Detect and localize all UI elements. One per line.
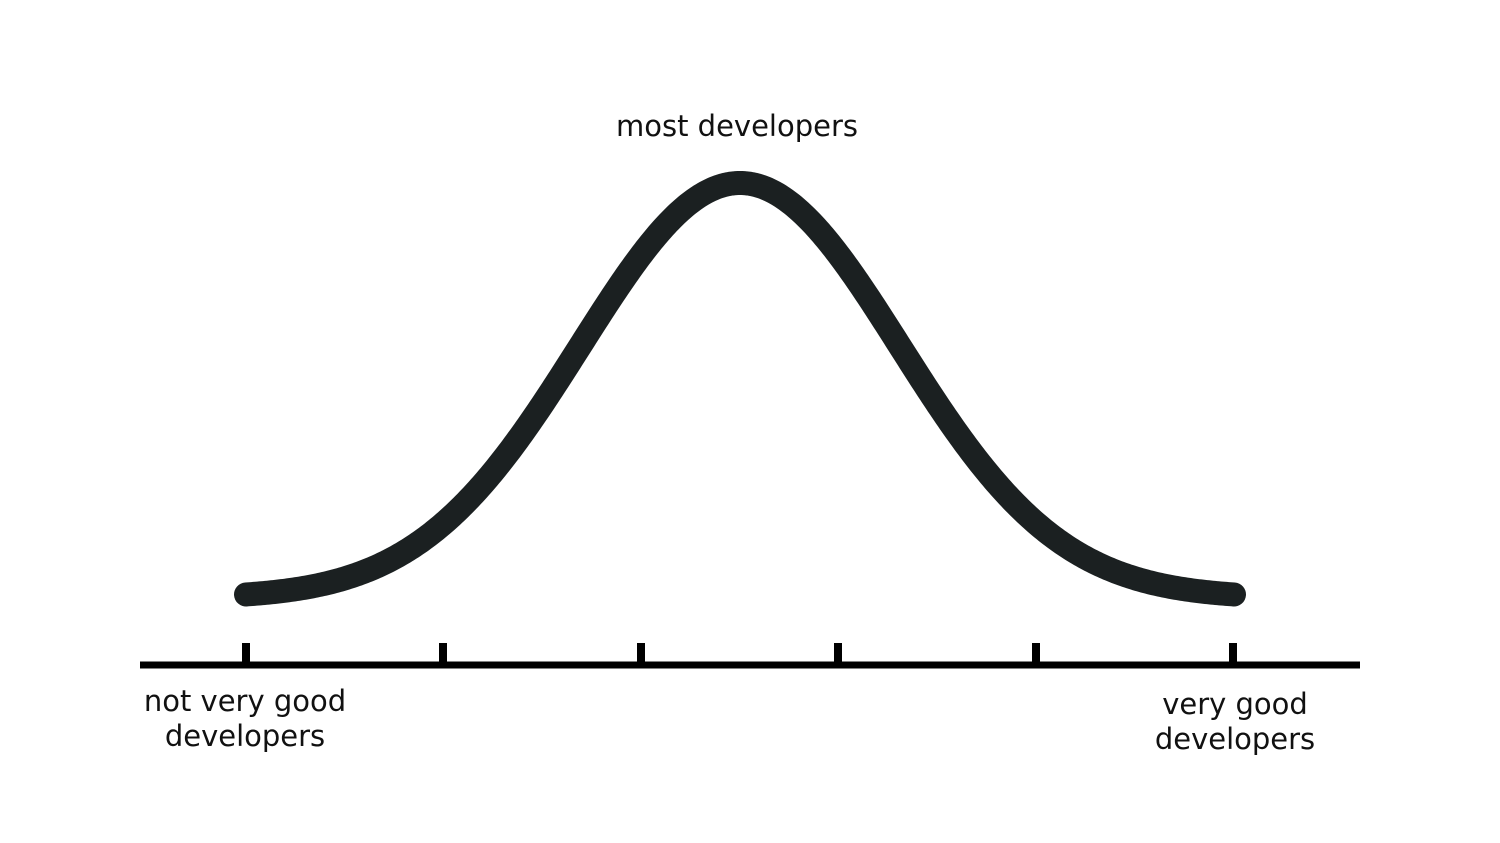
left-label: developers <box>165 719 325 753</box>
right-label: developers <box>1155 722 1315 756</box>
left-label: not very good <box>144 684 346 718</box>
axis-ticks <box>242 643 1237 665</box>
peak-label: most developers <box>616 109 858 143</box>
bell-curve <box>234 171 1246 607</box>
right-label: very good <box>1162 687 1308 721</box>
